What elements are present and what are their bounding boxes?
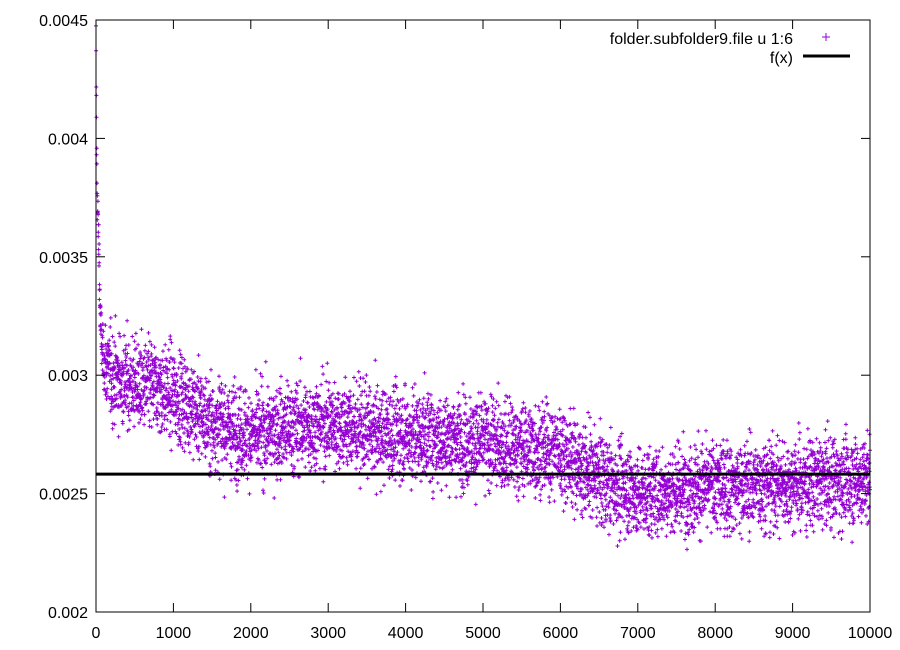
plot-frame xyxy=(95,19,871,613)
legend-label-fit: f(x) xyxy=(770,50,793,67)
axis-ticks: 0 1000 2000 3000 4000 5000 6000 7000 8000 9000 100… xyxy=(39,13,892,642)
x-tick-label: 10000 xyxy=(848,625,893,642)
x-tick-label: 1000 xyxy=(156,625,192,642)
x-tick-label: 7000 xyxy=(620,625,656,642)
legend-plus-marker xyxy=(822,33,830,41)
legend-marker-plus xyxy=(822,33,830,41)
y-tick-label: 0.0025 xyxy=(39,487,88,504)
y-tick-label: 0.0045 xyxy=(39,13,88,30)
y-tick-label: 0.003 xyxy=(48,368,88,385)
x-tick-label: 6000 xyxy=(543,625,579,642)
legend-label-points: folder.subfolder9.file u 1:6 xyxy=(610,31,793,48)
y-tick-label: 0.0035 xyxy=(39,250,88,267)
x-tick-label: 8000 xyxy=(697,625,733,642)
x-tick-label: 3000 xyxy=(310,625,346,642)
y-tick-label: 0.004 xyxy=(48,131,88,148)
data-points xyxy=(94,23,872,552)
x-tick-label: 5000 xyxy=(465,625,501,642)
y-tick-label: 0.002 xyxy=(48,605,88,622)
x-tick-label: 4000 xyxy=(388,625,424,642)
scatter-points xyxy=(94,23,872,552)
x-tick-label: 9000 xyxy=(775,625,811,642)
x-tick-label: 2000 xyxy=(233,625,269,642)
legend: folder.subfolder9.file u 1:6 f(x) xyxy=(610,31,850,67)
x-tick-label: 0 xyxy=(92,625,101,642)
